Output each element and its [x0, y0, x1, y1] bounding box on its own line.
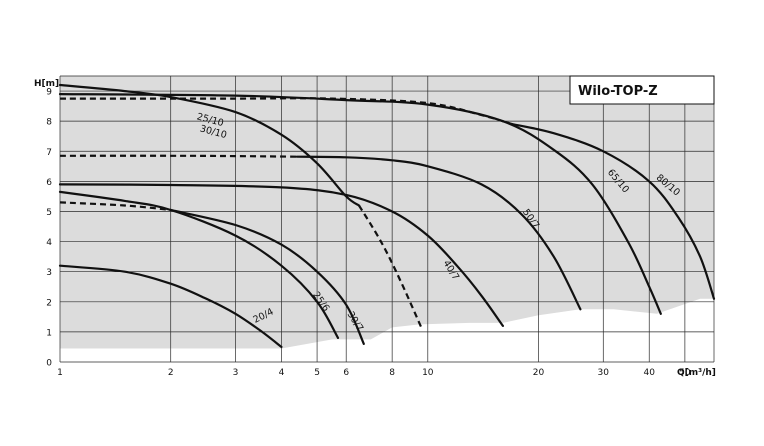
- y-tick-label: 9: [46, 88, 52, 98]
- curve-65-10-dashed: [60, 97, 513, 126]
- curve-30-7-dashed: [59, 201, 171, 212]
- curve-50-7: [295, 155, 582, 311]
- y-tick-label: 2: [46, 298, 52, 308]
- x-tick-label: 2: [168, 368, 174, 378]
- x-axis-label: Q[m³/h]: [677, 368, 716, 378]
- y-tick-label: 6: [46, 178, 52, 188]
- y-tick-label: 1: [46, 328, 52, 338]
- x-tick-label: 50: [679, 368, 691, 378]
- curve-25-10: [58, 83, 361, 207]
- x-tick-label: 8: [389, 368, 395, 378]
- x-tick-label: 20: [533, 368, 545, 378]
- y-tick-label: 3: [46, 268, 52, 278]
- x-tick-label: 3: [233, 368, 239, 378]
- curve-40-7: [58, 183, 504, 327]
- x-tick-label: 5: [314, 368, 320, 378]
- y-axis-ticks: 0 1 2 3 4 5 6 7 8 9: [46, 88, 52, 369]
- chart-title: Wilo-TOP-Z: [578, 84, 658, 99]
- y-tick-label: 8: [46, 118, 52, 128]
- pump-curves: [58, 83, 716, 348]
- x-tick-label: 10: [422, 368, 434, 378]
- x-axis-ticks: 1 2 3 4 5 6 8 10 20 30 40 50: [57, 368, 691, 378]
- operating-range-area: [60, 76, 714, 349]
- x-tick-label: 30: [598, 368, 610, 378]
- x-tick-label: 40: [644, 368, 656, 378]
- curve-20-4: [58, 264, 283, 348]
- operating-range-polygon: [60, 76, 714, 349]
- curve-25-6: [58, 190, 340, 339]
- x-tick-label: 1: [57, 368, 63, 378]
- y-tick-label: 0: [46, 359, 52, 369]
- y-tick-label: 7: [46, 148, 52, 158]
- y-tick-label: 4: [46, 238, 52, 248]
- y-axis-label: H[m]: [34, 79, 59, 89]
- y-tick-label: 5: [46, 208, 52, 218]
- curve-30-7: [169, 208, 365, 345]
- x-tick-label: 6: [343, 368, 349, 378]
- curve-80-10: [511, 123, 716, 300]
- title-box: [569, 75, 715, 105]
- x-tick-label: 4: [279, 368, 285, 378]
- curve-50-7-dashed: [59, 154, 297, 158]
